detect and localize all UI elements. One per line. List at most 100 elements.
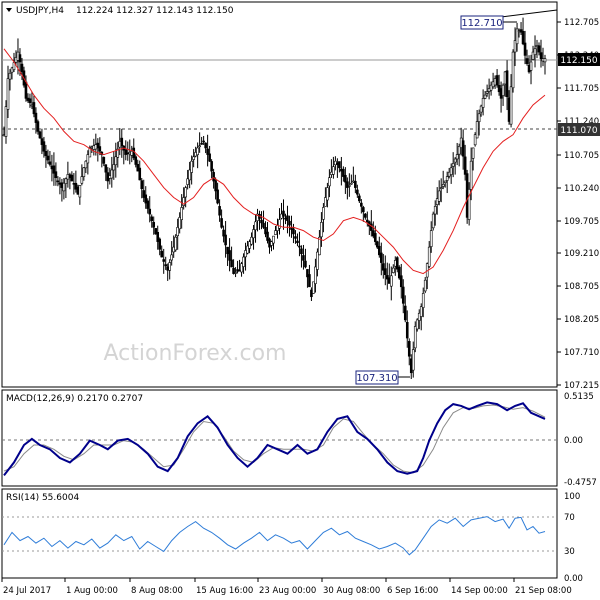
price-candle [326, 182, 329, 208]
price-candle [196, 142, 199, 169]
price-candle [208, 145, 211, 162]
macd-label: MACD(12,26,9) 0.2170 0.2707 [6, 394, 143, 404]
price-candle [188, 161, 191, 189]
price-candle [445, 171, 449, 194]
price-candle [178, 212, 181, 234]
price-candle [539, 39, 543, 68]
price-candle [298, 231, 301, 257]
price-candle [288, 215, 291, 237]
price-candle [168, 259, 171, 280]
rsi-tick-label: 70 [564, 513, 575, 523]
time-tick-label: 23 Aug 00:00 [259, 586, 316, 596]
price-candle [152, 216, 156, 235]
macd-line [3, 401, 546, 477]
price-candle [170, 241, 173, 266]
price-tick-label: 109.705 [564, 217, 599, 227]
macd-tick-label: -0.4757 [564, 478, 597, 488]
price-candle [511, 49, 515, 93]
price-candle [455, 142, 459, 166]
price-candle [467, 182, 471, 226]
price-candle [360, 199, 363, 214]
price-candle [433, 200, 437, 226]
price-candle [350, 174, 353, 185]
price-candle [134, 154, 138, 168]
price-candle [286, 205, 289, 234]
price-candle [112, 151, 116, 180]
price-candle [338, 161, 341, 173]
price-candle [521, 17, 525, 46]
price-candle [397, 265, 401, 280]
price-candle [296, 233, 299, 247]
price-candle [42, 136, 46, 158]
price-candle [421, 287, 425, 318]
price-candle [505, 60, 509, 111]
price-candle [200, 136, 203, 145]
rsi-axis: 100 70 30 0.00 [564, 492, 583, 584]
price-tick-label: 111.240 [564, 117, 599, 127]
price-tick-label: 108.705 [564, 282, 599, 292]
price-candle [356, 184, 359, 198]
price-candle [250, 232, 253, 246]
price-candle [475, 109, 479, 139]
price-candle [431, 211, 435, 231]
price-candle [378, 236, 381, 258]
price-candle [262, 210, 265, 229]
price-candle [381, 253, 385, 279]
price-candle [370, 210, 373, 237]
price-candle [4, 100, 8, 144]
price-candle [320, 212, 323, 247]
price-candle [248, 239, 251, 254]
price-candle [8, 69, 12, 91]
price-candle [401, 279, 405, 314]
price-candle [232, 259, 235, 275]
price-candle [84, 160, 88, 174]
price-candle [395, 256, 399, 273]
price-candle [142, 179, 146, 202]
price-candle [417, 309, 421, 330]
price-candle [52, 152, 56, 186]
price-candle [228, 238, 231, 272]
price-candle [88, 145, 92, 158]
price-candle [501, 83, 505, 106]
price-tick-label: 111.705 [564, 84, 599, 94]
price-candle [98, 137, 102, 156]
price-candle [328, 169, 331, 198]
price-candle [437, 180, 441, 206]
price-candle [342, 166, 345, 182]
price-candle [477, 109, 481, 136]
price-candle [362, 205, 365, 222]
price-candle [461, 129, 465, 170]
price-candle [513, 27, 517, 67]
price-candle [198, 132, 201, 153]
price-candle [222, 225, 225, 243]
time-tick-label: 14 Sep 00:00 [451, 586, 508, 596]
price-tick-label: 112.705 [564, 18, 599, 28]
price-candle [515, 22, 519, 52]
price-candle [186, 169, 189, 190]
price-candle [184, 185, 187, 208]
price-candle [407, 338, 411, 366]
price-candle [34, 107, 38, 134]
price-tick-label: 108.205 [564, 315, 599, 325]
price-candle [481, 89, 485, 116]
macd-tick-label: 0.00 [564, 436, 583, 446]
price-candle [162, 248, 166, 274]
price-candle [308, 264, 311, 288]
price-candle [44, 144, 48, 168]
price-candle [36, 119, 40, 135]
price-candle [346, 177, 349, 200]
price-candle [28, 93, 32, 108]
price-candle [254, 214, 257, 243]
low-label-box: 107.310 [355, 370, 410, 385]
price-candle [182, 187, 185, 210]
price-candle [405, 310, 409, 348]
rsi-panel-frame [1, 488, 558, 579]
price-candle [358, 193, 361, 204]
price-candle [543, 54, 547, 75]
price-candle [525, 49, 529, 66]
dropdown-triangle-icon[interactable] [6, 8, 12, 12]
price-candle [54, 162, 58, 186]
price-candle [234, 267, 237, 278]
price-candle [489, 81, 493, 96]
price-candle [140, 177, 144, 199]
